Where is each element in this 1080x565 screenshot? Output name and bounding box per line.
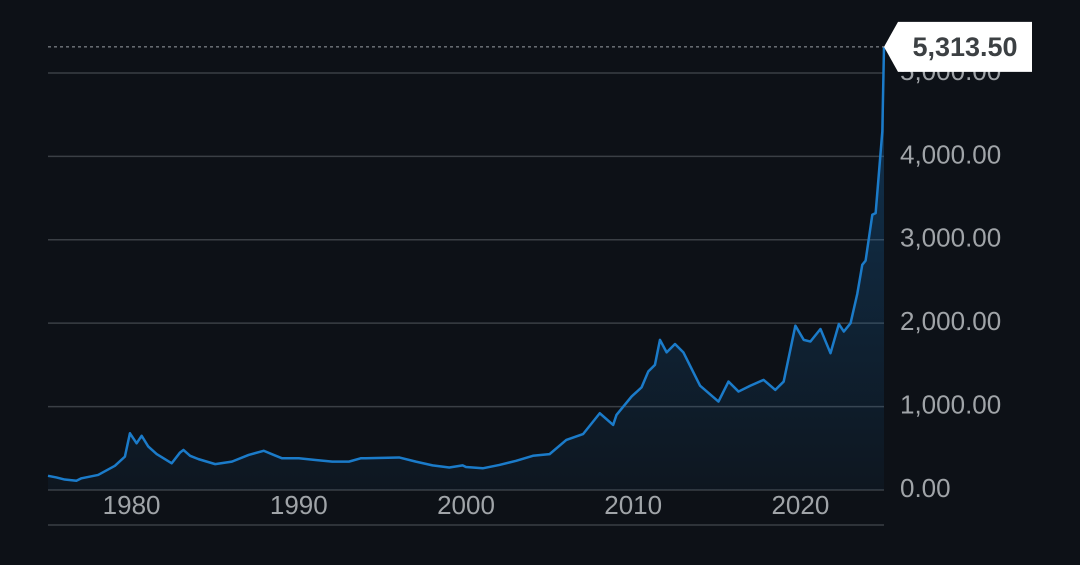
area: [48, 46, 884, 490]
x-tick-label: 2010: [604, 490, 662, 520]
labels: 0.001,000.002,000.003,000.004,000.005,00…: [103, 21, 1032, 520]
last-value-box: [884, 21, 1032, 72]
last-value-label: 5,313.50: [912, 32, 1017, 62]
line: [47, 46, 886, 483]
x-tick-label: 1980: [103, 490, 161, 520]
y-tick-label: 1,000.00: [900, 389, 1001, 419]
y-tick-label: 4,000.00: [900, 139, 1001, 169]
x-tick-label: 2000: [437, 490, 495, 520]
plot: [47, 46, 886, 490]
y-tick-label: 2,000.00: [900, 306, 1001, 336]
y-tick-label: 0.00: [900, 473, 951, 503]
x-tick-label: 1990: [270, 490, 328, 520]
y-tick-label: 3,000.00: [900, 223, 1001, 253]
x-tick-label: 2020: [771, 490, 829, 520]
